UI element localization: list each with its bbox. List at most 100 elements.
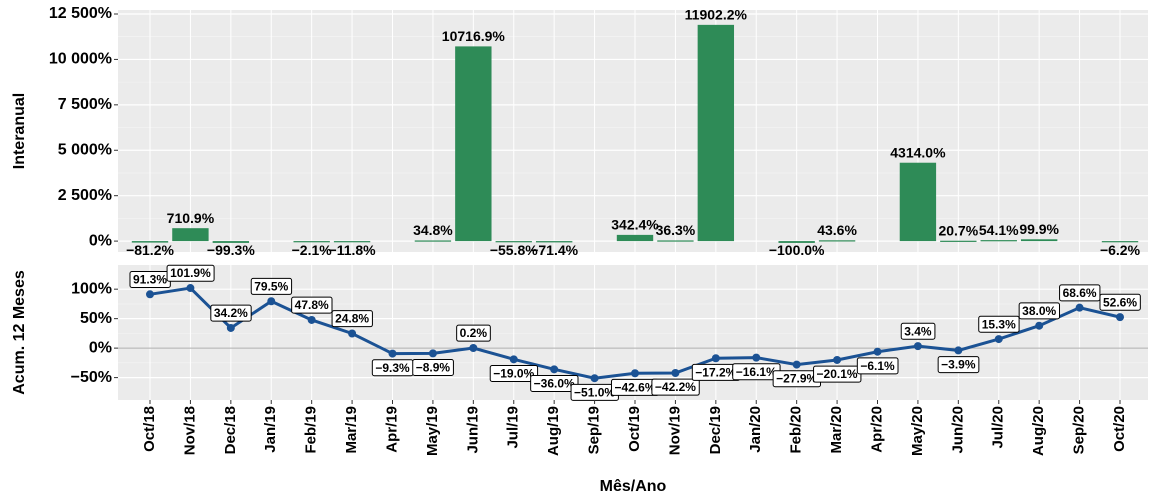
data-label: 34.2% [214,306,248,320]
data-label: −16.1% [736,365,777,379]
y-tick-label: 50% [80,310,112,327]
data-label: −3.9% [941,358,976,372]
data-label-box: 34.2% [210,304,252,322]
data-label-box: −3.9% [937,356,980,374]
bar [414,240,452,242]
point [267,297,276,306]
point [833,355,842,364]
y-tick-label: −50% [71,369,112,386]
data-label: −9.3% [375,361,410,375]
data-label: −36.0% [534,377,575,391]
bar [212,241,250,243]
point [388,349,397,358]
data-label-box: 91.3% [129,270,171,288]
data-label: −42.2% [655,380,696,394]
data-label: −11.8% [329,242,377,258]
label-box [489,364,539,382]
data-label: 34.8% [413,222,453,238]
point [1035,321,1044,330]
data-label-box: 24.8% [331,310,373,328]
label-box [166,264,215,282]
y-tick-label: 12 500% [49,5,112,22]
data-label: −6.2% [1100,242,1141,258]
data-label-box: −16.1% [732,363,781,381]
data-label: 10716.9% [442,28,506,44]
label-box [651,378,700,396]
x-tick-label: Jun/20 [949,406,966,454]
data-label-box: −6.1% [856,357,899,375]
y-tick-label: 0% [89,232,112,249]
label-box [856,357,899,375]
panel-background [118,10,1148,252]
data-label-box: −27.9% [772,370,822,388]
label-box [937,356,980,374]
bar [131,241,169,243]
bar [899,162,937,242]
point [913,342,922,351]
bar [818,240,856,242]
data-label-box: 52.6% [1099,293,1141,311]
data-label: −99.3% [207,242,255,258]
y-tick-label: 2 500% [58,187,112,204]
label-box [456,324,491,342]
x-tick-label: Mar/19 [343,406,360,454]
data-label: 38.0% [1022,304,1056,318]
y-axis-label: Interanual [11,93,28,169]
point [348,329,357,338]
data-label-box: 79.5% [250,277,293,295]
data-label-box: 15.3% [978,315,1020,333]
data-label: 15.3% [982,317,1016,331]
x-tick-label: Sep/19 [586,406,603,454]
data-label: 11902.2% [685,7,748,23]
bar [980,240,1017,242]
label-box [1099,293,1141,311]
data-label: 24.8% [335,312,369,326]
point [226,323,235,332]
label-box [1059,284,1101,302]
x-tick-label: May/20 [909,406,926,456]
bar [495,241,532,243]
point [671,369,680,377]
x-tick-label: Feb/19 [303,406,320,454]
x-tick-label: Dec/18 [222,406,239,454]
x-tick-label: Apr/20 [868,406,885,453]
point [873,347,882,356]
x-tick-label: Oct/19 [626,406,643,452]
data-label: −100.0% [769,242,825,258]
data-label: −8.9% [416,361,451,375]
point [509,355,518,364]
data-label: 68.6% [1063,286,1097,300]
bar [1101,241,1139,243]
data-label: 91.3% [133,272,167,286]
bar [657,240,694,242]
data-label: −2.1% [292,242,333,258]
label-box [412,359,454,377]
data-label-box: 68.6% [1059,284,1101,302]
data-label: 342.4% [611,217,659,233]
x-tick-label: Jan/19 [262,406,279,453]
point [631,369,639,378]
data-label-box: −42.2% [651,378,700,396]
label-box [530,375,579,393]
data-label: 0.2% [460,326,488,340]
data-label: 43.6% [817,222,857,238]
bar [293,241,330,243]
bar [535,241,573,243]
data-label: 3.4% [904,324,932,338]
bar [697,24,735,242]
bar [455,46,492,242]
data-label: 20.7% [938,222,978,238]
label-box [291,296,333,314]
data-label: 99.9% [1019,221,1059,237]
x-tick-label: Feb/20 [788,406,805,454]
data-label: −81.2% [126,242,174,258]
y-tick-label: 7 500% [58,96,112,113]
x-tick-label: Jul/20 [990,406,1007,449]
data-label-box: −17.2% [691,363,741,381]
point [307,315,316,324]
y-tick-label: 10 000% [49,51,112,68]
data-label-box: 3.4% [900,322,936,340]
point [428,349,437,358]
data-label: −19.0% [493,366,534,380]
